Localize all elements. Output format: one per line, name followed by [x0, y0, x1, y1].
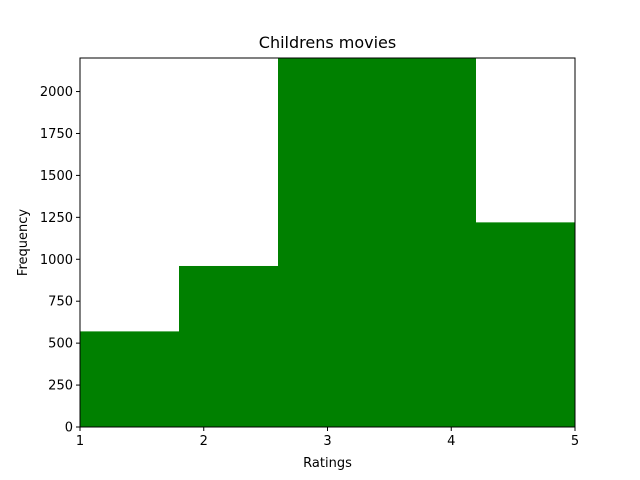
y-tick-label: 1500 [40, 169, 73, 184]
histogram-bar [377, 58, 476, 427]
x-tick-label: 5 [571, 434, 579, 449]
x-tick-label: 3 [323, 434, 331, 449]
x-axis: 1 2 3 4 5 [76, 427, 579, 449]
y-tick-label: 2000 [40, 85, 73, 100]
y-tick-label: 750 [48, 295, 73, 310]
bars-group [80, 58, 575, 427]
y-axis-label: Frequency [16, 209, 31, 276]
y-tick-label: 1750 [40, 127, 73, 142]
y-tick-label: 500 [48, 337, 73, 352]
y-axis: 0 250 500 750 1000 1250 1500 1750 2000 [40, 85, 80, 436]
histogram-bar [80, 331, 179, 427]
histogram-bar [476, 222, 575, 427]
y-tick-label: 1000 [40, 253, 73, 268]
histogram-bar [278, 58, 377, 427]
x-tick-label: 1 [76, 434, 84, 449]
y-tick-label: 0 [65, 421, 73, 436]
x-tick-label: 4 [447, 434, 455, 449]
x-axis-label: Ratings [303, 456, 352, 471]
y-tick-label: 1250 [40, 211, 73, 226]
x-tick-label: 2 [200, 434, 208, 449]
y-tick-label: 250 [48, 379, 73, 394]
histogram-bar [179, 265, 278, 427]
chart-title: Childrens movies [259, 33, 396, 52]
